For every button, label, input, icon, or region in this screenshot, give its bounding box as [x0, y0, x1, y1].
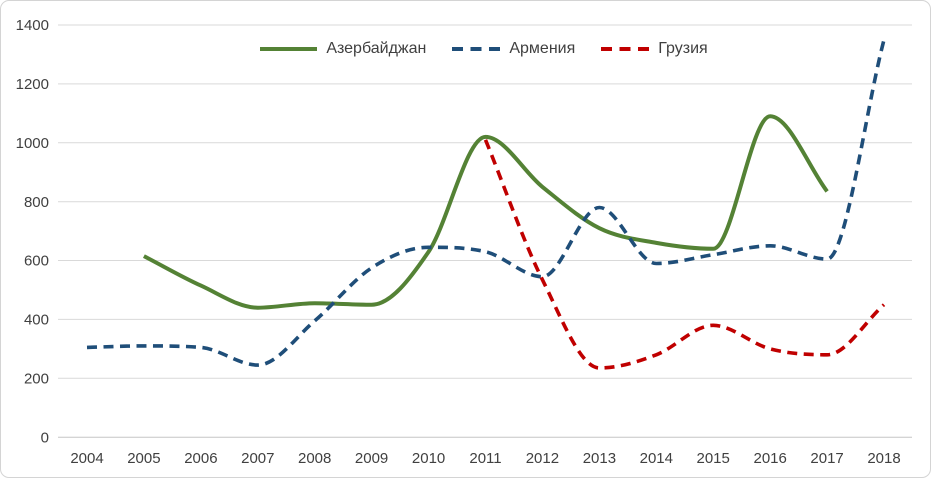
series-line-2	[483, 139, 886, 370]
y-tick-label: 1400	[16, 17, 49, 34]
gridlines	[58, 24, 912, 438]
x-tick-label: 2013	[583, 450, 616, 467]
x-tick-label: 2010	[412, 450, 445, 467]
x-tick-label: 2009	[355, 450, 388, 467]
x-tick-label: 2008	[298, 450, 331, 467]
y-tick-label: 0	[41, 429, 49, 446]
x-tick-label: 2006	[184, 450, 217, 467]
x-tick-label: 2004	[70, 450, 103, 467]
y-axis-tick-labels: 0 200 400 600 800 1000 1200 1400	[16, 17, 49, 446]
series-line-0	[142, 114, 829, 310]
x-tick-label: 2014	[640, 450, 673, 467]
y-tick-label: 600	[24, 253, 49, 270]
y-tick-label: 200	[24, 371, 49, 388]
x-tick-label: 2007	[241, 450, 274, 467]
x-tick-label: 2018	[867, 450, 900, 467]
x-tick-label: 2011	[469, 450, 501, 467]
y-tick-label: 400	[24, 312, 49, 329]
x-tick-label: 2005	[127, 450, 160, 467]
x-tick-label: 2016	[754, 450, 787, 467]
x-tick-label: 2015	[697, 450, 730, 467]
series-lines	[86, 39, 886, 370]
y-tick-label: 1200	[16, 76, 49, 93]
x-axis-tick-labels: 2004 2005 2006 2007 2008 2009 2010 2011 2012 2013…	[70, 450, 900, 467]
y-tick-label: 800	[24, 194, 49, 211]
y-tick-label: 1000	[16, 135, 49, 152]
x-tick-label: 2012	[526, 450, 559, 467]
series-line-1	[86, 39, 886, 367]
x-tick-label: 2017	[810, 450, 843, 467]
